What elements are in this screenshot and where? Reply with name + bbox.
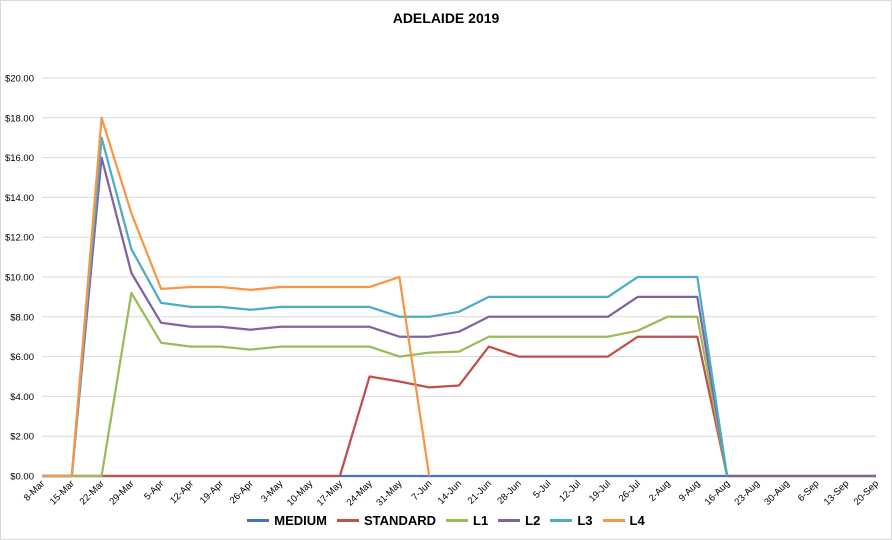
y-tick-label: $6.00 bbox=[10, 352, 34, 363]
legend-item: MEDIUM bbox=[247, 513, 327, 528]
x-tick-label: 3-May bbox=[259, 478, 286, 505]
x-axis-ticks: 8-Mar 15-Mar 22-Mar 29-Mar 5-Apr 12-Apr 19-Apr… bbox=[22, 478, 881, 508]
y-tick-label: $0.00 bbox=[10, 472, 34, 483]
x-tick-label: 7-Jun bbox=[410, 478, 435, 503]
x-tick-label: 19-Apr bbox=[198, 478, 226, 506]
x-tick-label: 5-Apr bbox=[142, 478, 166, 502]
x-tick-label: 10-May bbox=[285, 478, 315, 508]
x-tick-label: 5-Jul bbox=[531, 478, 553, 500]
x-tick-label: 28-Jun bbox=[495, 478, 523, 506]
legend-swatch bbox=[550, 519, 573, 522]
series-line-l4 bbox=[42, 116, 431, 478]
legend: MEDIUM STANDARD L1 L2 L3 L4 bbox=[0, 513, 892, 528]
x-tick-label: 30-Aug bbox=[762, 478, 791, 507]
x-tick-label: 29-Mar bbox=[107, 478, 136, 507]
legend-item: L4 bbox=[602, 513, 645, 528]
gridlines bbox=[42, 77, 876, 477]
series-line-standard bbox=[42, 335, 876, 478]
x-tick-label: 23-Aug bbox=[733, 478, 762, 507]
y-tick-label: $16.00 bbox=[5, 153, 34, 164]
y-tick-label: $10.00 bbox=[5, 273, 34, 284]
x-tick-label: 14-Jun bbox=[436, 478, 464, 506]
x-tick-label: 12-Apr bbox=[168, 478, 196, 506]
x-tick-label: 15-Mar bbox=[48, 478, 77, 507]
legend-label: MEDIUM bbox=[274, 513, 328, 528]
y-tick-label: $12.00 bbox=[5, 233, 34, 244]
x-tick-label: 13-Sep bbox=[822, 478, 851, 507]
legend-label: L3 bbox=[577, 513, 593, 528]
x-tick-label: 22-Mar bbox=[78, 478, 107, 507]
series-line-l3 bbox=[42, 136, 729, 478]
x-tick-label: 24-May bbox=[345, 478, 375, 508]
legend-label: L4 bbox=[629, 513, 645, 528]
x-tick-label: 19-Jul bbox=[587, 478, 613, 504]
x-tick-label: 9-Aug bbox=[677, 478, 703, 504]
y-tick-label: $20.00 bbox=[5, 74, 34, 85]
legend-swatch bbox=[446, 519, 468, 522]
x-tick-label: 12-Jul bbox=[557, 478, 583, 504]
x-tick-label: 20-Sep bbox=[852, 478, 881, 507]
y-tick-label: $8.00 bbox=[10, 312, 34, 323]
x-tick-label: 16-Aug bbox=[703, 478, 732, 507]
series-line-l2 bbox=[42, 156, 876, 478]
x-tick-label: 17-May bbox=[315, 478, 345, 508]
x-tick-label: 2-Aug bbox=[647, 478, 673, 504]
legend-item: L1 bbox=[446, 513, 488, 528]
legend-label: L1 bbox=[473, 513, 489, 528]
legend-item: L2 bbox=[498, 513, 540, 528]
legend-item: STANDARD bbox=[337, 513, 436, 528]
x-tick-label: 21-Jun bbox=[466, 478, 494, 506]
y-tick-label: $4.00 bbox=[10, 392, 34, 403]
chart-title: ADELAIDE 2019 bbox=[392, 10, 500, 26]
y-tick-label: $2.00 bbox=[10, 432, 34, 443]
legend-label: L2 bbox=[525, 513, 541, 528]
x-tick-label: 31-May bbox=[374, 478, 404, 508]
y-axis-ticks: $0.00 $2.00 $4.00 $6.00 $8.00 $10.00 $12.00 $14… bbox=[5, 74, 34, 483]
legend-label: STANDARD bbox=[364, 513, 436, 528]
y-tick-label: $18.00 bbox=[5, 113, 34, 124]
x-tick-label: 6-Sep bbox=[796, 478, 822, 504]
legend-swatch bbox=[337, 519, 360, 522]
x-tick-label: 26-Jul bbox=[617, 478, 643, 504]
legend-item: L3 bbox=[550, 513, 593, 528]
series-lines bbox=[42, 116, 876, 478]
y-tick-label: $14.00 bbox=[5, 193, 34, 204]
legend-swatch bbox=[498, 519, 521, 522]
x-tick-label: 26-Apr bbox=[228, 478, 256, 506]
legend-swatch bbox=[247, 519, 270, 522]
legend-swatch bbox=[602, 519, 625, 522]
